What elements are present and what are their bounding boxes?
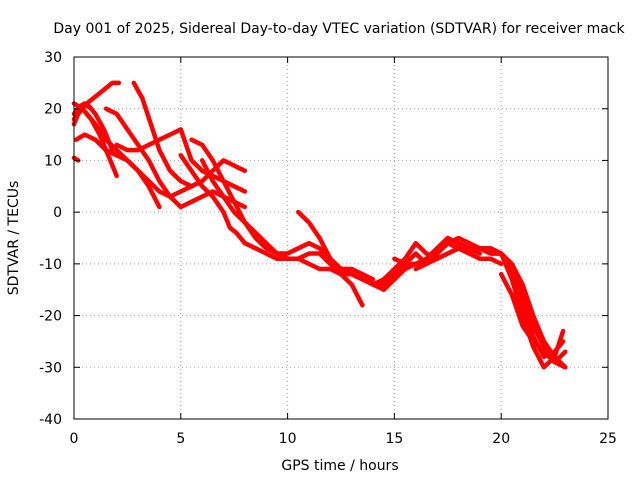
x-tick-label: 20	[492, 431, 510, 447]
series-line-track-10	[131, 80, 248, 189]
plot-frame	[73, 56, 609, 420]
x-tick-label: 0	[70, 431, 79, 447]
series-line-track-13	[199, 158, 365, 308]
x-tick-label: 5	[176, 431, 185, 447]
x-tick-label: 10	[279, 431, 297, 447]
y-tick-label: 30	[44, 50, 62, 66]
tick-labels: 0 5 10 15 20 25 -40 -30 -20 -10 0 10 20 30	[39, 50, 617, 447]
x-axis-label: GPS time / hours	[281, 458, 398, 474]
y-tick-label: 20	[44, 102, 62, 118]
series-line-track-7	[84, 111, 205, 199]
series-layer	[71, 80, 568, 370]
y-tick-label: 0	[53, 205, 62, 221]
axis-ticks	[73, 56, 609, 420]
y-tick-label: -20	[39, 309, 62, 325]
series-line-track-4	[71, 80, 122, 122]
chart-title: Day 001 of 2025, Sidereal Day-to-day VTE…	[53, 21, 625, 37]
x-tick-label: 15	[385, 431, 403, 447]
series-line-track-6	[73, 132, 162, 210]
series-line-track-11	[178, 153, 354, 277]
y-axis-label: SDTVAR / TECUs	[6, 181, 22, 296]
y-tick-label: -30	[39, 360, 62, 376]
x-tick-label: 25	[599, 431, 617, 447]
series-line-track-21	[498, 271, 568, 365]
y-tick-label: -40	[39, 412, 62, 428]
y-tick-label: 10	[44, 153, 62, 169]
y-tick-label: -10	[39, 257, 62, 273]
